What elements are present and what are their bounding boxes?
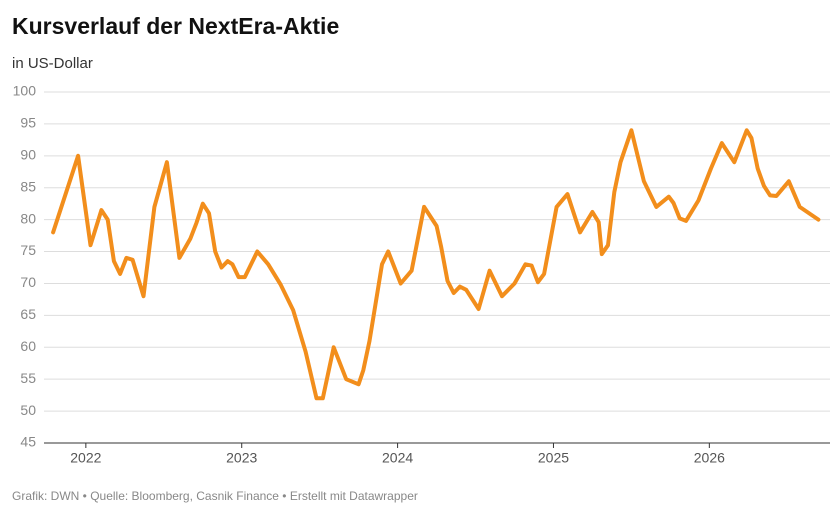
y-tick-label: 70 [20,274,36,290]
y-tick-label: 95 [20,115,36,131]
y-tick-label: 45 [20,434,36,450]
y-tick-label: 65 [20,306,36,322]
x-tick-label: 2024 [382,450,413,466]
footer: Grafik: DWN • Quelle: Bloomberg, Casnik … [12,489,418,503]
y-tick-label: 85 [20,178,36,194]
line [51,128,821,401]
y-tick-label: 55 [20,370,36,386]
y-tick-label: 80 [20,210,36,226]
x-tick-label: 2026 [694,450,725,466]
y-tick-label: 60 [20,338,36,354]
y-tick-label: 75 [20,242,36,258]
x-tick-label: 2022 [70,450,101,466]
x-tick-label: 2023 [226,450,257,466]
chart-subtitle: in US-Dollar [12,55,93,72]
y-tick-label: 90 [20,147,36,163]
y-tick-label: 50 [20,402,36,418]
x-tick-label: 2025 [538,450,569,466]
y-tick-label: 100 [13,83,37,99]
chart-title: Kursverlauf der NextEra-Aktie [12,13,339,39]
